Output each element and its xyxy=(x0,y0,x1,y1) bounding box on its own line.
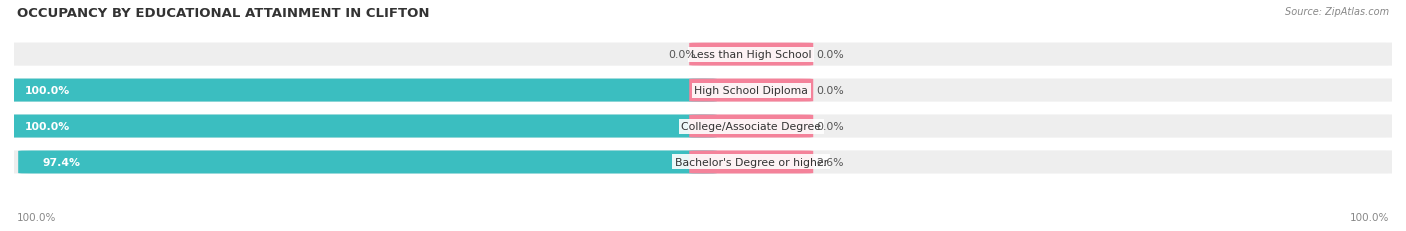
Text: 100.0%: 100.0% xyxy=(25,86,70,96)
FancyBboxPatch shape xyxy=(18,151,717,174)
FancyBboxPatch shape xyxy=(0,79,717,102)
FancyBboxPatch shape xyxy=(4,115,1402,138)
FancyBboxPatch shape xyxy=(689,43,813,66)
FancyBboxPatch shape xyxy=(4,79,1402,102)
FancyBboxPatch shape xyxy=(0,115,717,138)
Text: 100.0%: 100.0% xyxy=(17,212,56,222)
Text: 100.0%: 100.0% xyxy=(1350,212,1389,222)
Text: Source: ZipAtlas.com: Source: ZipAtlas.com xyxy=(1285,7,1389,17)
FancyBboxPatch shape xyxy=(689,115,813,138)
FancyBboxPatch shape xyxy=(689,151,813,174)
Text: Bachelor's Degree or higher: Bachelor's Degree or higher xyxy=(675,157,828,167)
Text: OCCUPANCY BY EDUCATIONAL ATTAINMENT IN CLIFTON: OCCUPANCY BY EDUCATIONAL ATTAINMENT IN C… xyxy=(17,7,429,20)
Text: Less than High School: Less than High School xyxy=(690,50,811,60)
Text: 0.0%: 0.0% xyxy=(668,50,696,60)
Text: 100.0%: 100.0% xyxy=(25,122,70,131)
Text: 0.0%: 0.0% xyxy=(815,50,844,60)
Text: High School Diploma: High School Diploma xyxy=(695,86,808,96)
Text: 0.0%: 0.0% xyxy=(815,122,844,131)
FancyBboxPatch shape xyxy=(4,151,1402,174)
Text: 0.0%: 0.0% xyxy=(815,86,844,96)
Text: 97.4%: 97.4% xyxy=(44,157,82,167)
FancyBboxPatch shape xyxy=(689,79,813,102)
Text: College/Associate Degree: College/Associate Degree xyxy=(682,122,821,131)
FancyBboxPatch shape xyxy=(4,43,1402,66)
Text: 2.6%: 2.6% xyxy=(815,157,844,167)
